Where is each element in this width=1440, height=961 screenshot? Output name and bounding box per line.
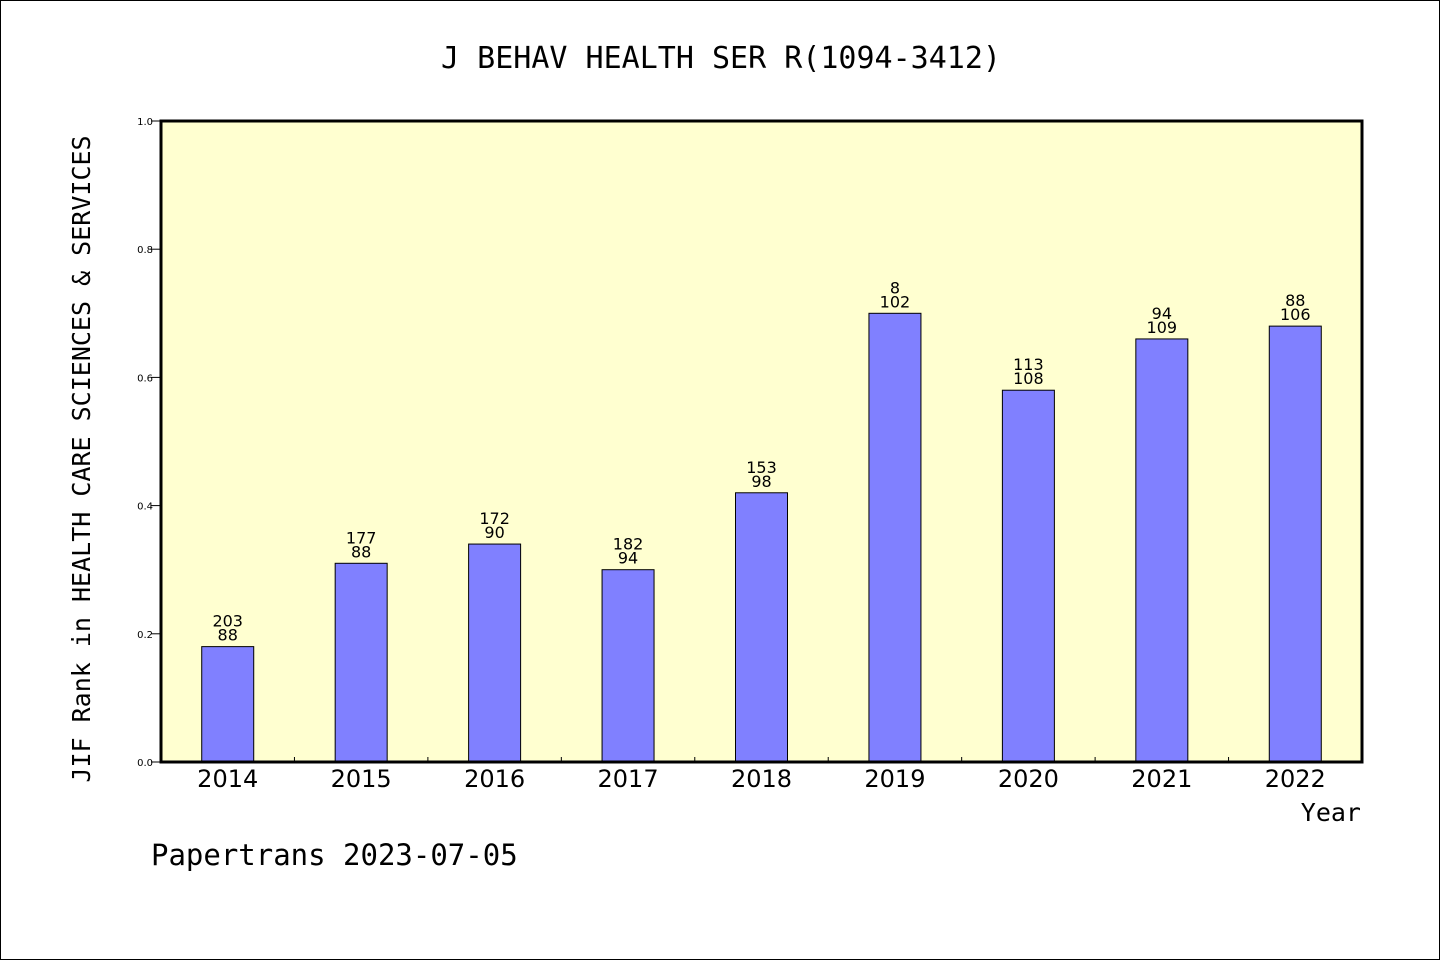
x-tick-label: 2016: [464, 765, 525, 793]
x-tick-label: 2021: [1131, 765, 1192, 793]
plot-border: [159, 119, 1364, 764]
y-tick-label: 1.0: [137, 117, 153, 128]
bar-label-top: 172: [479, 509, 510, 528]
bar-label-top: 177: [346, 528, 377, 547]
bar-2015: [334, 562, 388, 763]
bar-2014: [201, 646, 255, 763]
bar-label-top: 8: [890, 278, 900, 297]
bars-group: 2038817788172901829415398810211310894109…: [201, 278, 1322, 763]
y-tick-label: 0.8: [137, 245, 153, 256]
bar-label-bottom: 88: [351, 542, 371, 561]
y-tick-label: 0.4: [137, 502, 153, 513]
bar-label-bottom: 106: [1280, 305, 1311, 324]
y-tick-label: 0.0: [137, 758, 153, 769]
bar-label-bottom: 108: [1013, 369, 1044, 388]
bar-2022: [1268, 325, 1322, 763]
bar-label-bottom: 94: [618, 549, 638, 568]
x-tick-label: 2014: [197, 765, 258, 793]
bar-2018: [735, 492, 788, 763]
footer-credit: Papertrans 2023-07-05: [151, 838, 518, 872]
bar-2019: [868, 312, 922, 763]
bar-label-bottom: 90: [484, 523, 504, 542]
bar-label-top: 94: [1152, 304, 1172, 323]
y-axis-ticks: 0.0 0.2 0.4 0.6 0.8 1.0: [137, 117, 161, 769]
x-tick-label: 2019: [864, 765, 925, 793]
bar-label-bottom: 98: [751, 472, 771, 491]
y-tick-label: 0.2: [137, 630, 153, 641]
x-axis-label: Year: [1301, 798, 1361, 827]
bar-2021: [1135, 338, 1189, 763]
bar-2020: [1001, 389, 1055, 763]
bar-label-top: 182: [613, 535, 644, 554]
bar-label-bottom: 109: [1147, 318, 1178, 337]
bar-label-top: 113: [1013, 355, 1044, 374]
x-axis-ticks: 2014 2015 2016 2017 2018 2019 2020 2021 2022: [197, 757, 1326, 793]
bar-label-top: 153: [746, 458, 777, 477]
y-tick-label: 0.6: [137, 373, 153, 384]
x-tick-label: 2018: [731, 765, 792, 793]
bar-label-bottom: 88: [218, 626, 238, 645]
bar-label-top: 203: [212, 612, 243, 631]
bar-label-top: 88: [1285, 291, 1305, 310]
bar-label-bottom: 102: [880, 292, 911, 311]
bar-2017: [601, 569, 655, 763]
y-axis-label: JIF Rank in HEALTH CARE SCIENCES & SERVI…: [67, 135, 96, 782]
x-tick-label: 2015: [331, 765, 392, 793]
x-tick-label: 2020: [998, 765, 1059, 793]
x-tick-label: 2022: [1265, 765, 1326, 793]
x-tick-label: 2017: [598, 765, 659, 793]
chart-title: J BEHAV HEALTH SER R(1094-3412): [441, 41, 1001, 76]
bar-2016: [468, 543, 522, 763]
